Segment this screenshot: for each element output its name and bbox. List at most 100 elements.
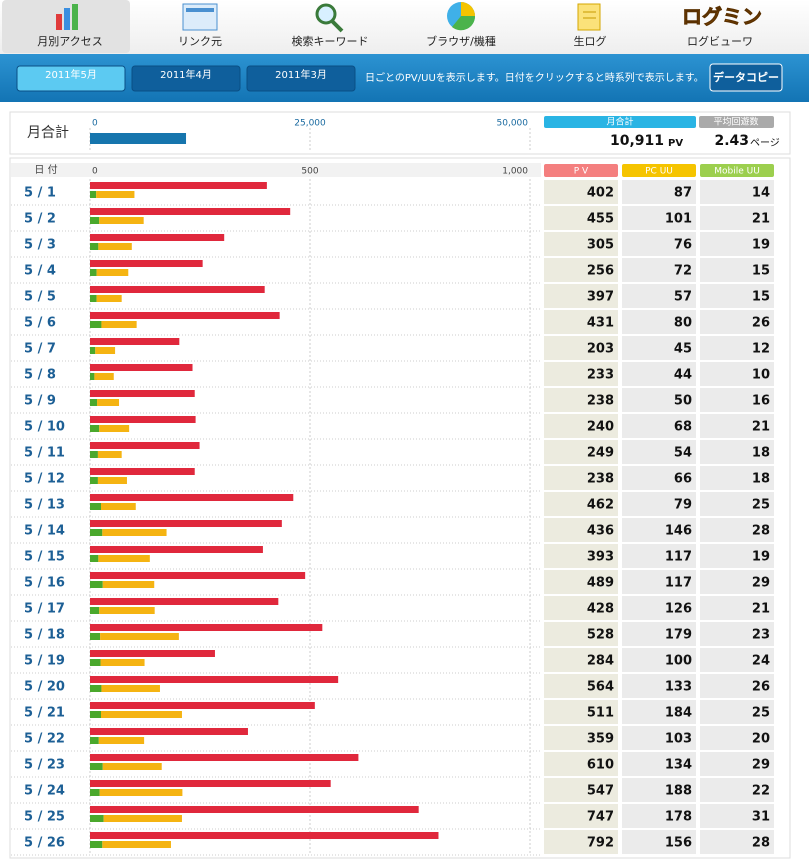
cell [544, 518, 618, 542]
nav-item[interactable]: ブラウザ/機種 [426, 34, 496, 48]
date-link[interactable]: 5 / 5 [24, 290, 56, 305]
date-link[interactable]: 5 / 13 [24, 498, 65, 513]
mobile-uu-bar [90, 295, 97, 302]
nav-item[interactable]: 月別アクセス [37, 35, 102, 48]
nav-item[interactable]: 生ログ [574, 34, 607, 48]
date-link[interactable]: 5 / 12 [24, 472, 65, 487]
date-link[interactable]: 5 / 21 [24, 706, 65, 721]
cell-value: 103 [665, 732, 692, 747]
header-row [11, 163, 541, 177]
cell [544, 648, 618, 672]
cell-value: 305 [587, 238, 614, 253]
cell [544, 700, 618, 724]
date-link[interactable]: 5 / 20 [24, 680, 65, 695]
cell [622, 544, 696, 568]
date-link[interactable]: 5 / 14 [24, 524, 65, 539]
date-link[interactable]: 5 / 2 [24, 212, 56, 227]
cell [622, 180, 696, 204]
date-link[interactable]: 5 / 4 [24, 264, 56, 279]
cell-value: 428 [587, 602, 614, 617]
pv-bar [90, 676, 339, 683]
cell [622, 258, 696, 282]
nav-item[interactable]: リンク元 [178, 35, 222, 48]
total-pv: 10,911 [610, 133, 664, 149]
pc-uu-bar [101, 321, 137, 328]
description: 日ごとのPV/UUを表示します。日付をクリックすると時系列で表示します。 [365, 71, 704, 84]
date-link[interactable]: 5 / 10 [24, 420, 65, 435]
cell-value: 23 [752, 628, 770, 643]
cell-value: 564 [587, 680, 614, 695]
date-link[interactable]: 5 / 19 [24, 654, 65, 669]
total-header [544, 116, 696, 128]
cell [544, 232, 618, 256]
month-tab[interactable] [16, 65, 126, 92]
cell [700, 596, 774, 620]
tick-label: 500 [301, 167, 318, 177]
month-tab-label[interactable]: 2011年4月 [160, 68, 212, 81]
cell-value: 238 [587, 394, 614, 409]
date-link[interactable]: 5 / 25 [24, 810, 65, 825]
pc-uu-bar [98, 243, 132, 250]
date-link[interactable]: 5 / 15 [24, 550, 65, 565]
date-link[interactable]: 5 / 3 [24, 238, 56, 253]
date-link[interactable]: 5 / 16 [24, 576, 65, 591]
date-link[interactable]: 5 / 22 [24, 732, 65, 747]
date-link[interactable]: 5 / 18 [24, 628, 65, 643]
cell [622, 310, 696, 334]
month-tab[interactable] [246, 65, 356, 92]
cell [700, 674, 774, 698]
mobile-uu-bar [90, 217, 100, 224]
cell-value: 238 [587, 472, 614, 487]
month-tab[interactable] [131, 65, 241, 92]
pv-bar [90, 338, 180, 345]
date-link[interactable]: 5 / 11 [24, 446, 65, 461]
mobile-uu-bar [90, 555, 99, 562]
mobile-uu-bar [90, 789, 100, 796]
cell [544, 752, 618, 776]
month-tab-label[interactable]: 2011年5月 [45, 68, 97, 81]
cell [700, 622, 774, 646]
pv-bar [90, 832, 439, 839]
pv-bar [90, 364, 193, 371]
cell-value: 249 [587, 446, 614, 461]
tick-label: 25,000 [294, 119, 326, 129]
cell-value: 233 [587, 368, 614, 383]
cell-value: 156 [665, 836, 692, 851]
date-link[interactable]: 5 / 7 [24, 342, 56, 357]
date-link[interactable]: 5 / 6 [24, 316, 56, 331]
cell [622, 466, 696, 490]
pv-bar [90, 572, 306, 579]
date-link[interactable]: 5 / 24 [24, 784, 65, 799]
nav-item[interactable]: ログビューワ [687, 34, 753, 48]
pv-bar [90, 416, 196, 423]
date-link[interactable]: 5 / 9 [24, 394, 56, 409]
cell [700, 778, 774, 802]
pc-uu-bar [99, 425, 130, 432]
copy-button-label[interactable]: データコピー [713, 70, 779, 84]
mobile-uu-bar [90, 321, 102, 328]
date-link[interactable]: 5 / 1 [24, 186, 56, 201]
cell-value: 25 [752, 498, 770, 513]
cell [544, 180, 618, 204]
date-link[interactable]: 5 / 23 [24, 758, 65, 773]
pv-bar [90, 468, 195, 475]
mobile-uu-bar [90, 399, 98, 406]
pc-uu-bar [97, 451, 122, 458]
cell-value: 178 [665, 810, 692, 825]
cell-value: 393 [587, 550, 614, 565]
cell-value: 117 [665, 550, 692, 565]
date-link[interactable]: 5 / 26 [24, 836, 65, 851]
cell-value: 436 [587, 524, 614, 539]
cell [700, 466, 774, 490]
pc-uu-bar [102, 529, 167, 536]
cell [700, 310, 774, 334]
date-link[interactable]: 5 / 17 [24, 602, 65, 617]
pc-uu-bar [101, 503, 136, 510]
tick-label: 0 [92, 119, 98, 129]
copy-button[interactable] [709, 63, 783, 92]
date-link[interactable]: 5 / 8 [24, 368, 56, 383]
cell [700, 700, 774, 724]
cell-value: 19 [752, 550, 770, 565]
nav-item[interactable]: 検索キーワード [292, 34, 369, 48]
month-tab-label[interactable]: 2011年3月 [275, 68, 327, 81]
